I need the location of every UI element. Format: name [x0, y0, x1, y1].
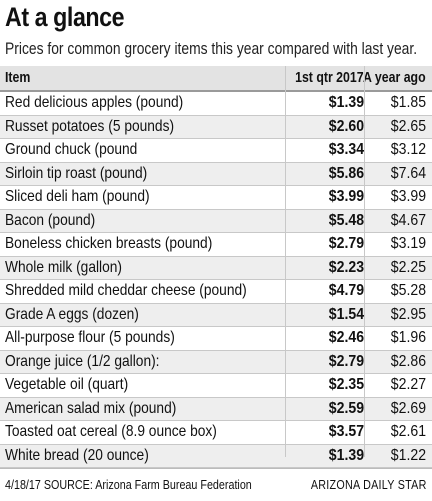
table-row: All-purpose flour (5 pounds) $2.46 $1.96 — [0, 327, 432, 351]
graphic-subtitle: Prices for common grocery items this yea… — [5, 40, 418, 58]
row-current-price: $2.60 — [328, 117, 364, 135]
table-row: Toasted oat cereal (8.9 ounce box) $3.57 $… — [0, 421, 432, 445]
row-item: Whole milk (gallon) — [5, 258, 123, 276]
row-previous-price: $5.28 — [390, 282, 426, 299]
row-item: Sirloin tip roast (pound) — [5, 164, 148, 182]
row-item: Red delicious apples (pound) — [5, 94, 184, 111]
table-header: Item 1st qtr 2017 A year ago — [0, 66, 432, 92]
row-item: Grade A eggs (dozen) — [5, 305, 139, 323]
row-item: Bacon (pound) — [5, 211, 96, 229]
price-table: Item 1st qtr 2017 A year ago Red delicio… — [0, 66, 432, 468]
footer: 4/18/17 SOURCE: Arizona Farm Bureau Fede… — [0, 468, 432, 501]
row-item: Sliced deli ham (pound) — [5, 188, 150, 205]
row-current-price: $2.79 — [328, 352, 364, 370]
row-current-price: $1.39 — [328, 446, 364, 464]
row-item: Vegetable oil (quart) — [5, 376, 129, 393]
header-current-price: 1st qtr 2017 — [295, 70, 364, 86]
source-note: 4/18/17 SOURCE: Arizona Farm Bureau Fede… — [5, 478, 252, 492]
row-previous-price: $2.61 — [390, 423, 426, 440]
row-previous-price: $2.86 — [390, 352, 426, 370]
row-previous-price: $1.85 — [390, 94, 426, 111]
row-previous-price: $2.27 — [390, 376, 426, 393]
table-body: Red delicious apples (pound) $1.39 $1.85 Ru… — [0, 92, 432, 468]
row-item: American salad mix (pound) — [5, 399, 177, 417]
table-row: American salad mix (pound) $2.59 $2.69 — [0, 397, 432, 421]
table-row: Bacon (pound) $5.48 $4.67 — [0, 209, 432, 233]
header-item: Item — [5, 70, 31, 86]
table-row: Vegetable oil (quart) $2.35 $2.27 — [0, 374, 432, 398]
graphic-title: At a glance — [5, 2, 125, 32]
table-row: Boneless chicken breasts (pound) $2.79 $3.… — [0, 233, 432, 257]
publisher-credit: ARIZONA DAILY STAR — [311, 478, 427, 492]
row-previous-price: $1.96 — [390, 329, 426, 346]
row-previous-price: $7.64 — [390, 164, 426, 182]
table-row: Shredded mild cheddar cheese (pound) $4.7… — [0, 280, 432, 304]
row-previous-price: $2.95 — [390, 305, 426, 323]
row-previous-price: $4.67 — [390, 211, 426, 229]
row-item: Shredded mild cheddar cheese (pound) — [5, 282, 247, 299]
row-previous-price: $2.69 — [390, 399, 426, 417]
row-current-price: $2.46 — [328, 329, 364, 346]
row-current-price: $1.39 — [328, 94, 364, 111]
row-current-price: $2.79 — [328, 235, 364, 252]
row-item: Orange juice (1/2 gallon): — [5, 352, 160, 370]
table-row: Russet potatoes (5 pounds) $2.60 $2.65 — [0, 115, 432, 139]
table-row: Sirloin tip roast (pound) $5.86 $7.64 — [0, 162, 432, 186]
row-current-price: $3.34 — [328, 141, 364, 158]
row-current-price: $4.79 — [328, 282, 364, 299]
table-row: Ground chuck (pound $3.34 $3.12 — [0, 139, 432, 163]
table-row: Orange juice (1/2 gallon): $2.79 $2.86 — [0, 350, 432, 374]
row-previous-price: $2.25 — [390, 258, 426, 276]
row-item: All-purpose flour (5 pounds) — [5, 329, 175, 346]
row-previous-price: $3.99 — [390, 188, 426, 205]
header-previous-price: A year ago — [363, 70, 426, 86]
row-current-price: $3.57 — [328, 423, 364, 440]
row-item: Ground chuck (pound — [5, 141, 138, 158]
row-item: Toasted oat cereal (8.9 ounce box) — [5, 423, 217, 440]
row-current-price: $2.23 — [328, 258, 364, 276]
table-row: White bread (20 ounce) $1.39 $1.22 — [0, 444, 432, 468]
row-previous-price: $3.19 — [390, 235, 426, 252]
table-row: Sliced deli ham (pound) $3.99 $3.99 — [0, 186, 432, 210]
row-current-price: $5.48 — [328, 211, 364, 229]
row-current-price: $5.86 — [328, 164, 364, 182]
table-row: Red delicious apples (pound) $1.39 $1.85 — [0, 92, 432, 116]
table-row: Whole milk (gallon) $2.23 $2.25 — [0, 256, 432, 280]
row-previous-price: $2.65 — [390, 117, 426, 135]
row-previous-price: $1.22 — [390, 446, 426, 464]
table-row: Grade A eggs (dozen) $1.54 $2.95 — [0, 303, 432, 327]
row-previous-price: $3.12 — [390, 141, 426, 158]
row-current-price: $1.54 — [328, 305, 364, 323]
column-divider — [285, 66, 286, 457]
row-current-price: $3.99 — [328, 188, 364, 205]
row-current-price: $2.59 — [328, 399, 364, 417]
row-current-price: $2.35 — [328, 376, 364, 393]
row-item: Boneless chicken breasts (pound) — [5, 235, 213, 252]
row-item: Russet potatoes (5 pounds) — [5, 117, 175, 135]
column-divider — [364, 66, 365, 457]
row-item: White bread (20 ounce) — [5, 446, 149, 464]
